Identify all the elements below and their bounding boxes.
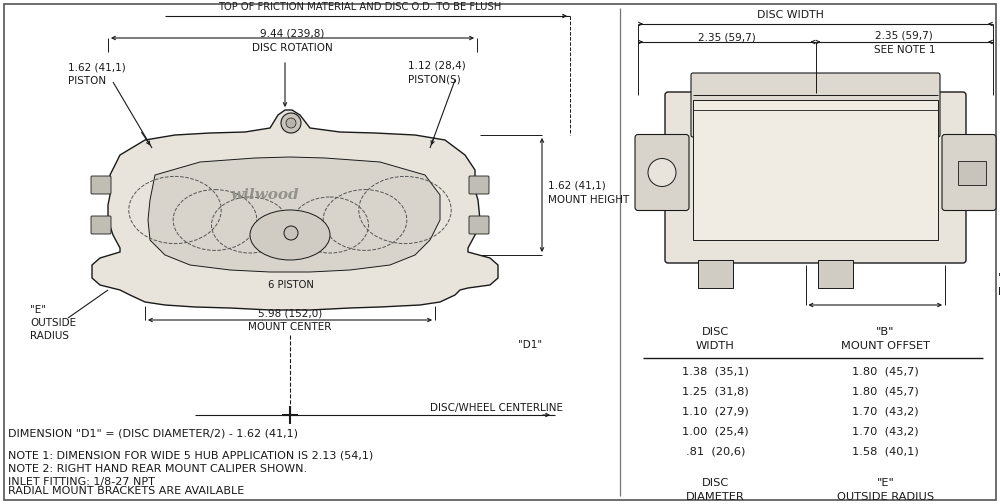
Circle shape <box>284 226 298 240</box>
Text: TOP OF FRICTION MATERIAL AND DISC O.D. TO BE FLUSH: TOP OF FRICTION MATERIAL AND DISC O.D. T… <box>218 2 502 12</box>
Text: 1.80  (45,7): 1.80 (45,7) <box>852 387 919 397</box>
Bar <box>818 260 853 288</box>
Text: 1.62 (41,1): 1.62 (41,1) <box>68 63 126 73</box>
Text: 1.12 (28,4): 1.12 (28,4) <box>408 61 466 71</box>
Ellipse shape <box>250 210 330 260</box>
FancyBboxPatch shape <box>91 216 111 234</box>
Text: 1.62 (41,1): 1.62 (41,1) <box>548 180 606 190</box>
Text: NOTE 2: RIGHT HAND REAR MOUNT CALIPER SHOWN.: NOTE 2: RIGHT HAND REAR MOUNT CALIPER SH… <box>8 464 307 474</box>
FancyBboxPatch shape <box>665 92 966 263</box>
Bar <box>693 100 938 240</box>
Text: 1.58  (40,1): 1.58 (40,1) <box>852 447 919 457</box>
Text: 2.35 (59,7): 2.35 (59,7) <box>698 33 756 43</box>
FancyBboxPatch shape <box>91 176 111 194</box>
FancyBboxPatch shape <box>635 135 689 211</box>
Text: 5.98 (152,0): 5.98 (152,0) <box>258 308 322 318</box>
Text: 9.44 (239,8): 9.44 (239,8) <box>260 28 324 38</box>
Text: 2.35 (59,7): 2.35 (59,7) <box>875 30 933 40</box>
Text: DISC: DISC <box>702 327 729 337</box>
Text: NOTE 1: DIMENSION FOR WIDE 5 HUB APPLICATION IS 2.13 (54,1): NOTE 1: DIMENSION FOR WIDE 5 HUB APPLICA… <box>8 450 373 460</box>
Text: 1.70  (43,2): 1.70 (43,2) <box>852 427 919 437</box>
Text: DISC ROTATION: DISC ROTATION <box>252 43 332 53</box>
FancyBboxPatch shape <box>942 135 996 211</box>
Text: "D1": "D1" <box>518 340 542 350</box>
Polygon shape <box>148 157 440 272</box>
Text: WIDTH: WIDTH <box>696 341 735 351</box>
FancyBboxPatch shape <box>469 176 489 194</box>
Text: 1.00  (25,4): 1.00 (25,4) <box>682 427 749 437</box>
Circle shape <box>281 113 301 133</box>
Text: RADIAL MOUNT BRACKETS ARE AVAILABLE: RADIAL MOUNT BRACKETS ARE AVAILABLE <box>8 486 244 496</box>
Text: OUTSIDE: OUTSIDE <box>30 318 76 328</box>
Text: 1.38  (35,1): 1.38 (35,1) <box>682 367 749 377</box>
Text: "E": "E" <box>30 305 46 315</box>
Text: 6 PISTON: 6 PISTON <box>268 280 314 290</box>
Text: DIMENSION "D1" = (DISC DIAMETER/2) - 1.62 (41,1): DIMENSION "D1" = (DISC DIAMETER/2) - 1.6… <box>8 428 298 438</box>
Text: DISC: DISC <box>702 478 729 488</box>
Text: "B": "B" <box>998 273 1000 283</box>
Polygon shape <box>92 110 498 310</box>
Text: DIAMETER: DIAMETER <box>686 492 745 502</box>
Text: 1.80  (45,7): 1.80 (45,7) <box>852 367 919 377</box>
Text: 1.70  (43,2): 1.70 (43,2) <box>852 407 919 417</box>
Text: DISC WIDTH: DISC WIDTH <box>757 10 823 20</box>
Text: SEE NOTE 1: SEE NOTE 1 <box>874 45 935 55</box>
Circle shape <box>286 118 296 128</box>
Text: wilwood: wilwood <box>231 188 299 202</box>
Text: MOUNT OFFSET: MOUNT OFFSET <box>998 287 1000 297</box>
Bar <box>698 260 733 288</box>
Text: RADIUS: RADIUS <box>30 331 69 341</box>
Text: PISTON(S): PISTON(S) <box>408 74 461 84</box>
FancyBboxPatch shape <box>469 216 489 234</box>
Text: MOUNT OFFSET: MOUNT OFFSET <box>841 341 930 351</box>
Circle shape <box>648 158 676 186</box>
Text: MOUNT HEIGHT: MOUNT HEIGHT <box>548 195 629 205</box>
Text: "B": "B" <box>876 327 895 337</box>
Text: 1.25  (31,8): 1.25 (31,8) <box>682 387 749 397</box>
Text: DISC/WHEEL CENTERLINE: DISC/WHEEL CENTERLINE <box>430 403 563 413</box>
Text: INLET FITTING: 1/8-27 NPT: INLET FITTING: 1/8-27 NPT <box>8 477 155 487</box>
Text: 1.10  (27,9): 1.10 (27,9) <box>682 407 749 417</box>
Text: MOUNT CENTER: MOUNT CENTER <box>248 322 332 332</box>
Text: "E": "E" <box>877 478 894 488</box>
Text: OUTSIDE RADIUS: OUTSIDE RADIUS <box>837 492 934 502</box>
FancyBboxPatch shape <box>691 73 940 137</box>
Bar <box>958 160 986 184</box>
Text: PISTON: PISTON <box>68 76 106 86</box>
Text: .81  (20,6): .81 (20,6) <box>686 447 745 457</box>
